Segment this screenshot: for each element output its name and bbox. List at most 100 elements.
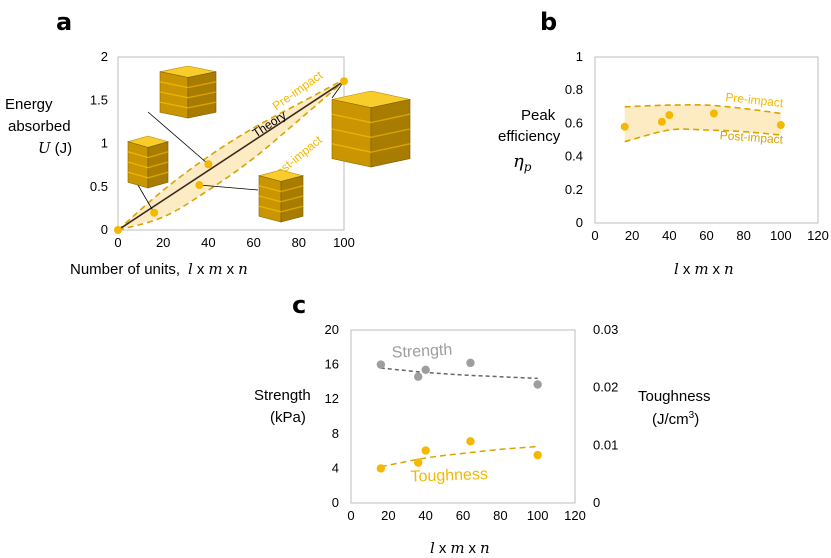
a-lattice-inset-plate — [127, 161, 149, 169]
c-y2label-line1: Toughness — [638, 388, 711, 405]
a-lattice-inset-plate — [331, 113, 372, 124]
b-xlabel-x1: x — [683, 261, 691, 278]
c-toughness-point — [376, 464, 386, 473]
c-strength-point — [466, 358, 475, 368]
b-post-impact-line — [624, 128, 781, 143]
a-lattice-inset-plate — [147, 151, 169, 159]
a-xlabel-m: m — [208, 260, 222, 278]
a-inset-leader — [147, 111, 209, 165]
a-x-tick-label: 80 — [292, 235, 306, 250]
c-y2-tick-label: 0.01 — [593, 437, 618, 452]
c-x-tick-label: 40 — [418, 508, 432, 523]
a-x-tick-label: 0 — [114, 235, 121, 250]
a-data-point — [204, 160, 213, 169]
b-pre-impact-line — [624, 104, 781, 115]
c-toughness-point — [533, 450, 542, 460]
b-y-tick-label: 0 — [576, 215, 583, 230]
b-xlabel-n: n — [724, 260, 734, 278]
b-x-tick-label: 0 — [591, 228, 598, 243]
c-y-tick-label: 0 — [332, 495, 339, 510]
panel-label-c: c — [292, 291, 306, 319]
c-y-tick-label: 16 — [325, 357, 339, 372]
c-toughness-label: Toughness — [410, 466, 488, 486]
a-ylabel-symbol: U — [38, 139, 52, 157]
c-y2label-unit: (J/cm — [652, 411, 689, 428]
a-xlabel-x2: x — [227, 261, 235, 278]
c-toughness-point — [421, 446, 430, 455]
b-pre-impact-label: Pre-impact — [725, 90, 785, 110]
a-xlabel-n: n — [238, 260, 248, 278]
b-y-tick-label: 0.6 — [565, 115, 583, 130]
c-y-tick-label: 8 — [332, 426, 339, 441]
c-y-tick-label: 20 — [325, 322, 339, 337]
a-lattice-inset-plate — [258, 205, 282, 213]
b-band-fill — [624, 104, 781, 142]
a-lattice-inset-plate — [187, 81, 217, 89]
a-lattice-inset — [257, 169, 305, 223]
c-strength-point — [533, 380, 542, 389]
a-lattice-inset-plate — [147, 171, 169, 179]
b-xlabel-x2: x — [713, 261, 721, 278]
a-lattice-inset-plate — [280, 205, 304, 213]
a-lattice-inset-plate — [331, 143, 372, 153]
b-x-tick-label: 120 — [807, 228, 829, 243]
a-lattice-inset-plate — [187, 101, 217, 109]
c-y2-tick-label: 0.03 — [593, 322, 618, 337]
a-xlabel-l: l — [188, 260, 193, 278]
a-data-point — [340, 77, 348, 86]
a-lattice-inset-plate — [127, 171, 149, 179]
c-x-tick-label: 60 — [456, 508, 470, 523]
a-lattice-inset — [159, 65, 217, 119]
a-y-tick-label: 0.5 — [90, 179, 108, 194]
c-toughness-trend-line — [380, 445, 538, 468]
a-data-point — [150, 208, 159, 217]
a-lattice-inset-plate — [370, 113, 411, 124]
c-xlabel-n: n — [480, 539, 490, 557]
b-post-impact-label: Post-impact — [719, 128, 784, 146]
a-lattice-inset-plate — [331, 128, 372, 139]
b-xlabel-l: l — [674, 260, 679, 278]
a-lattice-inset-plate — [147, 161, 169, 169]
a-y-tick-label: 2 — [101, 49, 108, 64]
a-lattice-inset-plate — [258, 195, 282, 203]
c-strength-point — [421, 365, 430, 374]
c-y2label-sup: 3 — [689, 410, 695, 421]
b-x-tick-label: 80 — [736, 228, 750, 243]
c-toughness-point — [414, 458, 423, 467]
a-post-impact-line — [117, 80, 345, 231]
a-inset-leader — [199, 184, 259, 191]
c-y2label-line2: (J/cm3) — [652, 410, 699, 428]
b-y-tick-label: 0.2 — [565, 182, 583, 197]
c-x-tick-label: 80 — [493, 508, 507, 523]
a-y-tick-label: 1.5 — [90, 92, 108, 107]
b-data-point — [709, 109, 718, 118]
b-ylabel-line1: Peak — [521, 107, 556, 124]
a-data-point — [114, 226, 122, 234]
c-xlabel-x2: x — [469, 540, 477, 557]
panel-a: Energy absorbed U (J) Number of units, l x m… — [5, 49, 411, 278]
a-lattice-inset-plate — [127, 151, 149, 159]
c-x-tick-label: 20 — [381, 508, 395, 523]
c-y2-tick-label: 0 — [593, 495, 600, 510]
panel-label-a: a — [56, 8, 72, 36]
b-ylabel-sub: p — [524, 160, 532, 174]
b-ylabel-line2: efficiency — [498, 128, 561, 145]
b-y-tick-label: 0.8 — [565, 82, 583, 97]
b-data-point — [620, 122, 629, 131]
a-x-tick-label: 100 — [333, 235, 355, 250]
a-x-tick-label: 20 — [156, 235, 170, 250]
a-xlabel-text: Number of units, — [70, 261, 180, 278]
c-y-tick-label: 12 — [325, 391, 339, 406]
b-x-tick-label: 40 — [662, 228, 676, 243]
b-data-point — [776, 121, 785, 130]
a-y-tick-label: 0 — [101, 222, 108, 237]
a-lattice-inset-plate — [258, 185, 282, 193]
b-y-tick-label: 0.4 — [565, 149, 583, 164]
a-pre-impact-line — [117, 78, 345, 231]
c-xlabel-x1: x — [439, 540, 447, 557]
a-lattice-inset-plate — [280, 185, 304, 193]
c-xlabel-m: m — [450, 539, 464, 557]
